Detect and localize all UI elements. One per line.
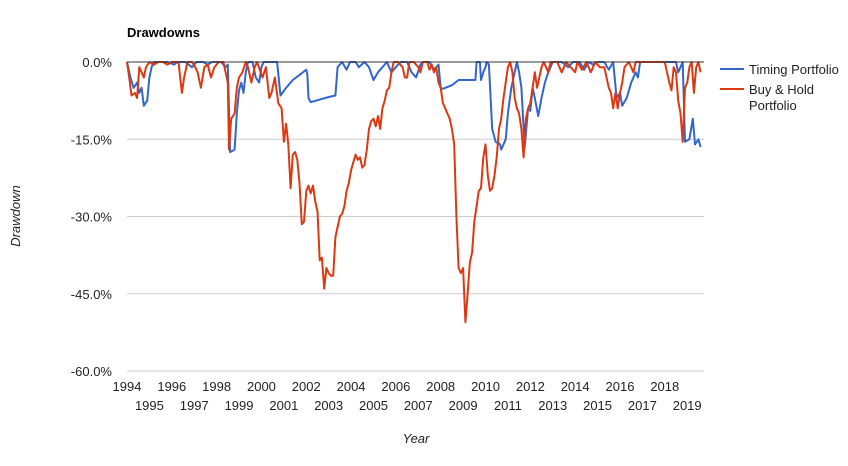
series-line-0	[126, 61, 702, 154]
x-tick-label: 1998	[202, 379, 231, 394]
y-tick-label: 0.0%	[82, 55, 112, 70]
legend: Timing Portfolio Buy & Hold Portfolio	[720, 62, 839, 113]
y-tick-label: -15.0%	[71, 132, 113, 147]
x-tick-label: 2007	[404, 398, 433, 413]
x-tick-label: 1997	[180, 398, 209, 413]
x-tick-label: 2004	[337, 379, 366, 394]
x-tick-label: 1999	[225, 398, 254, 413]
x-tick-label: 2002	[292, 379, 321, 394]
x-tick-label: 2008	[426, 379, 455, 394]
chart-title: Drawdowns	[127, 25, 200, 40]
x-tick-label: 2001	[269, 398, 298, 413]
x-tick-label: 2006	[381, 379, 410, 394]
x-axis-ticks: 1994 1996 1998 2000 2002 2004 2006 2008 2010 2012…	[113, 379, 702, 413]
series-lines	[126, 61, 702, 324]
x-tick-label: 2013	[538, 398, 567, 413]
y-axis-title: Drawdown	[8, 185, 23, 246]
x-axis-title: Year	[403, 431, 430, 446]
x-tick-label: 2012	[516, 379, 545, 394]
y-tick-label: -45.0%	[71, 287, 113, 302]
y-tick-label: -60.0%	[71, 364, 113, 379]
x-tick-label: 2003	[314, 398, 343, 413]
legend-label-0: Timing Portfolio	[749, 62, 839, 77]
legend-label-1: Buy & Hold Portfolio	[749, 82, 814, 113]
y-tick-label: -30.0%	[71, 210, 113, 225]
x-tick-label: 2019	[673, 398, 702, 413]
x-tick-label: 2018	[650, 379, 679, 394]
x-tick-label: 2011	[494, 398, 522, 413]
x-tick-label: 2000	[247, 379, 276, 394]
x-tick-label: 2014	[561, 379, 590, 394]
x-tick-label: 1995	[135, 398, 164, 413]
x-tick-label: 1994	[113, 379, 142, 394]
y-axis-ticks: 0.0% -15.0% -30.0% -45.0% -60.0%	[71, 55, 113, 379]
x-tick-label: 2015	[583, 398, 612, 413]
x-tick-label: 2009	[449, 398, 478, 413]
x-tick-label: 1996	[157, 379, 186, 394]
x-tick-label: 2005	[359, 398, 388, 413]
series-line-1	[126, 61, 702, 324]
x-tick-label: 2016	[606, 379, 635, 394]
x-tick-label: 2017	[628, 398, 657, 413]
x-tick-label: 2010	[471, 379, 500, 394]
